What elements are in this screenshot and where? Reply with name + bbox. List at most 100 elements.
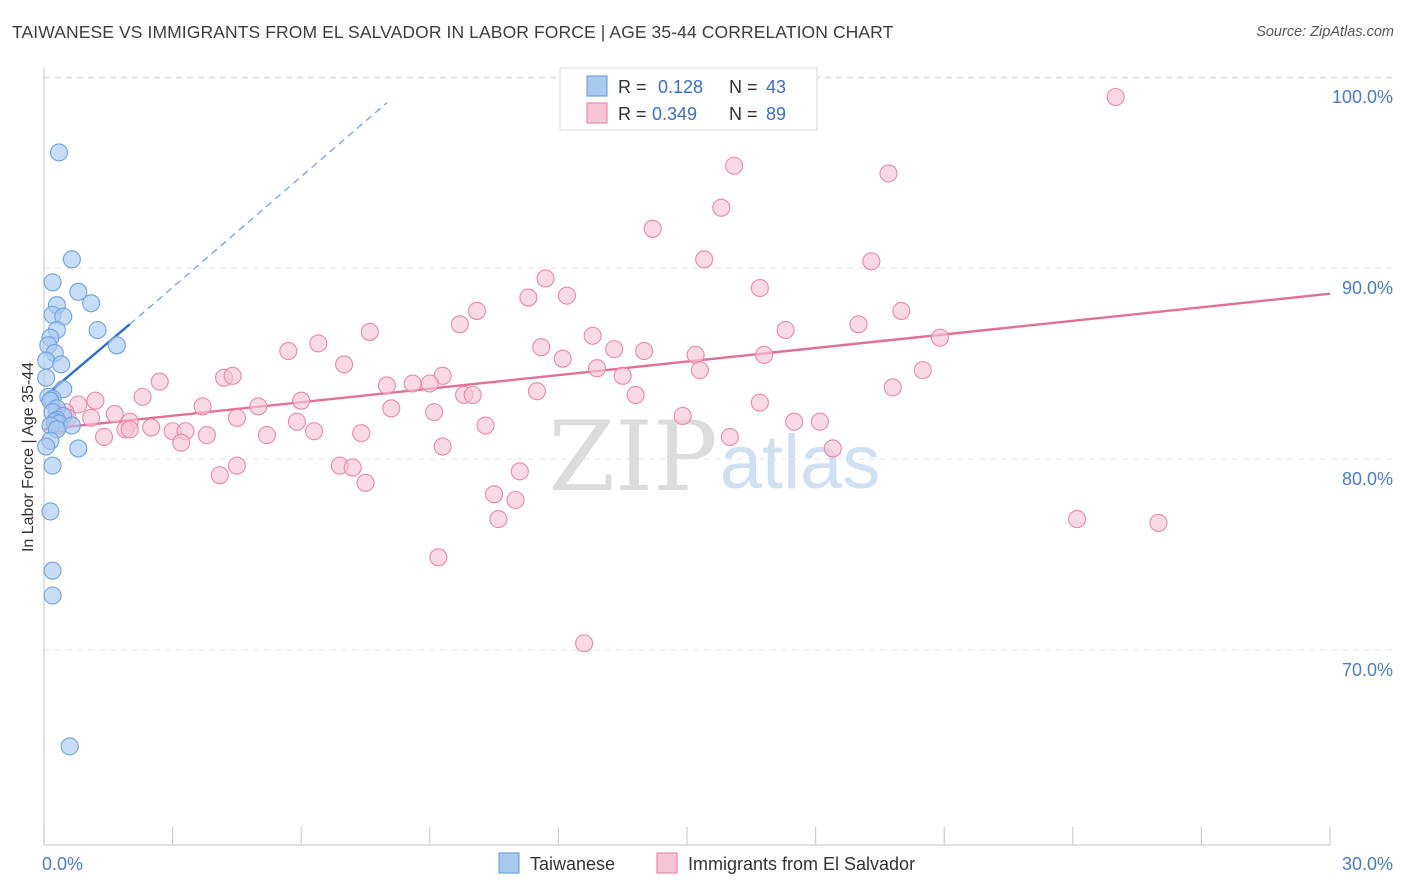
taiwanese-point-32 (69, 439, 88, 458)
el-salvador-point-5 (695, 250, 714, 269)
el-salvador-point-0 (1106, 87, 1125, 107)
el-salvador-point-36 (377, 376, 396, 395)
el-salvador-point-78 (720, 427, 739, 447)
el-salvador-point-75 (257, 426, 276, 445)
el-salvador-point-68 (142, 418, 161, 437)
el-salvador-point-10 (557, 286, 577, 305)
taiwanese-point-3 (69, 282, 88, 301)
watermark: ZIP atlas (548, 401, 880, 513)
legend-r-value-1: 0.128 (658, 77, 703, 97)
watermark-atlas: atlas (720, 420, 881, 505)
bottom-legend-swatch-taiwanese (498, 852, 520, 874)
el-salvador-point-12 (892, 301, 911, 320)
bottom-legend: Taiwanese Immigrants from El Salvador (498, 852, 915, 874)
el-salvador-point-61 (810, 412, 829, 431)
el-salvador-point-38 (420, 374, 439, 393)
legend-swatch-taiwanese (586, 75, 608, 97)
taiwanese-point-0 (49, 143, 69, 162)
y-tick-labels: 70.0% 80.0% 90.0% 100.0% (1332, 87, 1393, 680)
taiwanese-point-28 (62, 416, 81, 435)
y-tick-label-70: 70.0% (1342, 660, 1393, 680)
el-salvador-point-39 (883, 378, 902, 397)
el-salvador-point-35 (150, 372, 169, 391)
taiwanese-point-4 (82, 294, 101, 313)
watermark-zip: ZIP (548, 401, 717, 513)
el-salvador-point-32 (223, 366, 242, 385)
source-label: Source: ZipAtlas.com (1256, 24, 1394, 40)
y-tick-label-100: 100.0% (1332, 87, 1393, 107)
legend-r-value-2: 0.349 (652, 104, 697, 124)
el-salvador-point-45 (86, 391, 105, 410)
gridlines (44, 76, 1392, 651)
el-salvador-point-25 (755, 345, 774, 364)
legend-r-label-2: R = (618, 104, 647, 124)
el-salvador-point-27 (335, 355, 354, 374)
el-salvador-point-1 (725, 156, 744, 175)
el-salvador-point-60 (673, 406, 692, 426)
el-salvador-point-76 (352, 424, 371, 443)
el-salvador-point-13 (450, 315, 469, 334)
el-salvador-point-46 (292, 391, 311, 410)
el-salvador-point-85 (510, 462, 529, 481)
bottom-legend-el-salvador: Immigrants from El Salvador (688, 854, 915, 874)
el-salvador-point-11 (467, 301, 487, 320)
taiwanese-point-31 (37, 437, 56, 456)
el-salvador-point-42 (133, 387, 152, 406)
legend-r-label-1: R = (618, 77, 647, 97)
el-salvador-point-23 (279, 341, 298, 361)
el-salvador-point-7 (536, 269, 555, 288)
el-salvador-point-86 (210, 466, 229, 485)
el-salvador-point-73 (197, 426, 216, 445)
el-salvador-point-79 (172, 433, 191, 452)
y-axis-title: In Labor Force | Age 35-44 (20, 362, 37, 552)
el-salvador-point-59 (227, 408, 246, 427)
el-salvador-point-81 (823, 439, 842, 458)
el-salvador-point-37 (403, 374, 422, 393)
el-salvador-point-47 (750, 393, 769, 412)
el-salvador-point-28 (587, 359, 607, 378)
el-salvador-point-70 (120, 420, 139, 439)
el-salvador-point-3 (712, 198, 731, 217)
taiwanese-point-34 (41, 502, 60, 521)
legend-n-value-2: 89 (766, 104, 786, 124)
el-salvador-point-20 (532, 338, 551, 357)
legend-n-value-1: 43 (766, 77, 786, 97)
taiwanese-point-15 (52, 355, 71, 374)
y-tick-label-80: 80.0% (1342, 469, 1393, 489)
el-salvador-point-74 (305, 422, 324, 441)
el-salvador-point-52 (425, 403, 444, 422)
chart-title: TAIWANESE VS IMMIGRANTS FROM EL SALVADOR… (12, 22, 894, 42)
el-salvador-point-58 (82, 408, 101, 427)
el-salvador-point-8 (750, 278, 769, 298)
series-el-salvador-points (45, 87, 1168, 653)
el-salvador-point-51 (382, 399, 401, 418)
legend-n-label-2: N = (729, 104, 758, 124)
el-salvador-point-77 (94, 427, 114, 447)
el-salvador-point-34 (613, 366, 632, 385)
bottom-legend-taiwanese: Taiwanese (530, 854, 615, 874)
el-salvador-point-80 (433, 437, 452, 456)
x-tick-labels: 0.0% 30.0% (42, 854, 1393, 874)
el-salvador-point-44 (463, 385, 482, 405)
taiwanese-point-36 (43, 586, 62, 605)
el-salvador-point-9 (519, 288, 538, 307)
el-salvador-point-64 (287, 412, 306, 431)
el-salvador-point-24 (686, 345, 705, 364)
el-salvador-point-21 (605, 340, 624, 359)
el-salvador-point-2 (879, 164, 898, 183)
x-tick-label-min: 0.0% (42, 854, 83, 874)
el-salvador-point-4 (643, 219, 662, 238)
el-salvador-point-18 (930, 328, 949, 347)
el-salvador-point-69 (476, 416, 495, 435)
x-tick-label-max: 30.0% (1342, 854, 1393, 874)
axes (43, 68, 1331, 846)
trend-line-taiwanese-extension (129, 102, 388, 325)
el-salvador-point-89 (506, 490, 525, 510)
legend: R = 0.128 N = 43 R = 0.349 N = 89 (559, 67, 818, 131)
el-salvador-point-14 (849, 315, 868, 334)
bottom-legend-swatch-el-salvador (656, 852, 678, 874)
el-salvador-point-92 (1149, 513, 1168, 532)
el-salvador-point-41 (626, 385, 645, 405)
el-salvador-point-93 (429, 548, 448, 567)
